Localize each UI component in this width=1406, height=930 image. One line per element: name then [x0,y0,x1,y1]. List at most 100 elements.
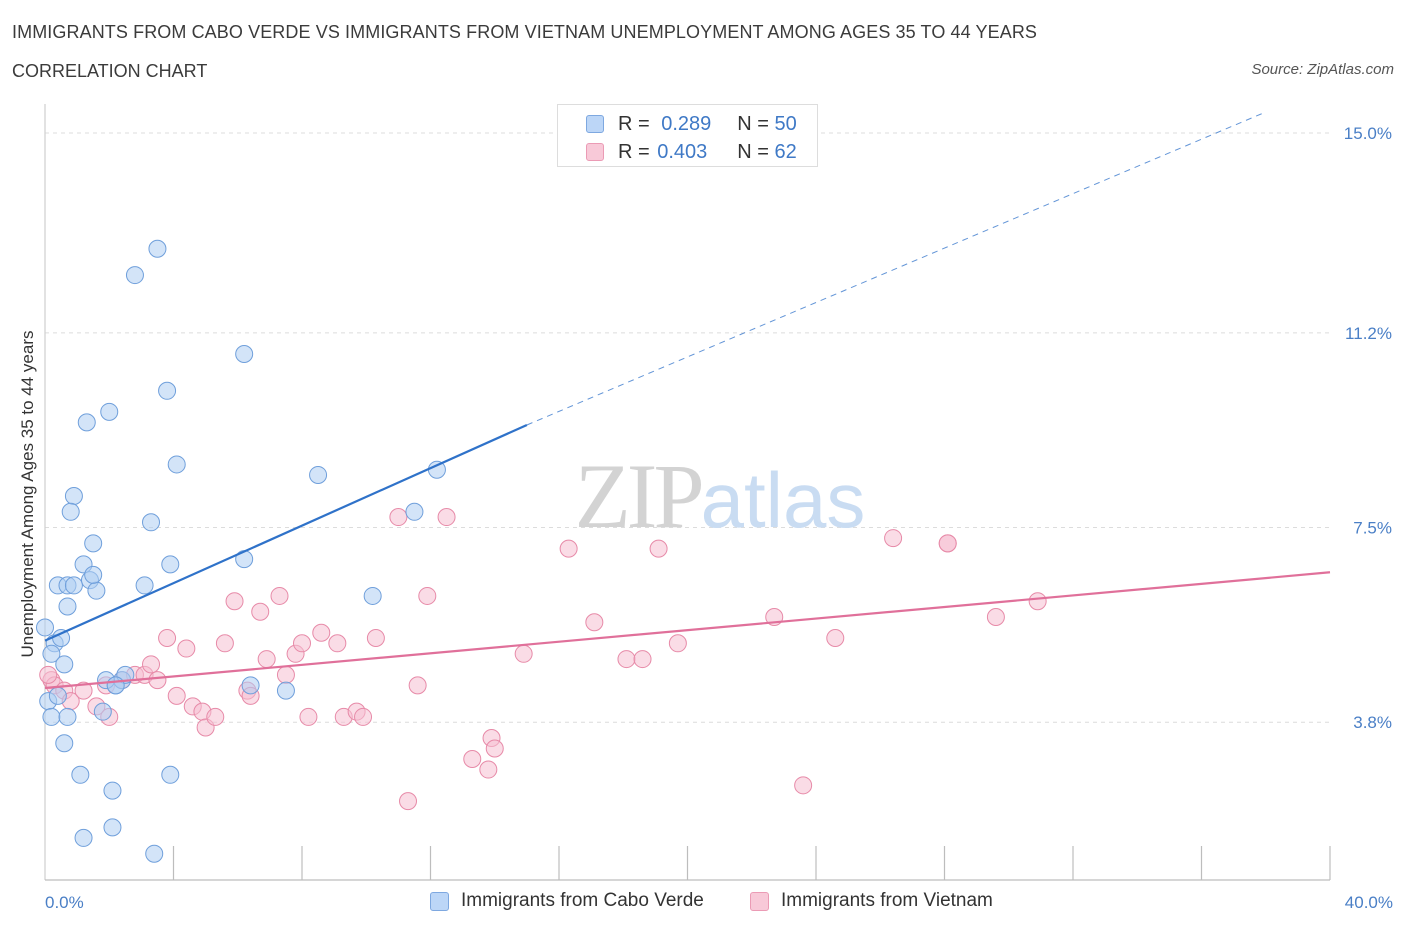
vietnam-point [257,650,276,669]
watermark: ZIPatlas [575,445,866,547]
cabo-verde-point [48,686,67,705]
cabo-verde-point [161,555,180,574]
vietnam-point [559,539,578,558]
vietnam-point [206,707,225,726]
vietnam-point [312,623,331,642]
vietnam-point [270,586,289,605]
cabo-verde-point [167,455,186,474]
correlation-legend: R = 0.289 N = 50 R = 0.403 N = 62 [557,104,818,167]
cabo-verde-point [93,702,112,721]
r-label: R = [618,140,650,163]
source-credit: Source: ZipAtlas.com [1251,61,1394,78]
vietnam-point [215,634,234,653]
cabo-verde-point [276,681,295,700]
cabo-verde-point [103,781,122,800]
vietnam-point [649,539,668,558]
vietnam-point [389,508,408,527]
cabo-verde-point [161,765,180,784]
cabo-verde-point [64,576,83,595]
cabo-verde-point [84,565,103,584]
cabo-verde-point [103,818,122,837]
y-tick-label: 3.8% [1353,713,1392,732]
cabo-verde-point [145,844,164,863]
legend-item-vietnam: Immigrants from Vietnam [750,890,993,912]
vietnam-point [485,739,504,758]
cabo-verde-point [100,402,119,421]
vietnam-point [399,792,418,811]
y-tick-label: 15.0% [1344,124,1392,143]
cabo-verde-point [148,239,167,258]
cabo-verde-point [58,707,77,726]
cabo-verde-point [106,676,125,695]
vietnam-point [177,639,196,658]
cabo-verde-point [52,629,71,648]
vietnam-point [585,613,604,632]
cabo-verde-point [235,344,254,363]
cabo-verde-point [142,513,161,532]
vietnam-point [514,644,533,663]
pink-swatch [750,891,769,911]
cabo-verde-point [84,534,103,553]
cabo-verde-point [71,765,90,784]
vietnam-points [39,508,1047,811]
vietnam-point [225,592,244,611]
pink-swatch [586,143,604,161]
legend-row-cabo-verde: R = 0.289 N = 50 [586,112,797,136]
cabo-verde-point [55,655,74,674]
vietnam-point [142,655,161,674]
vietnam-point [794,776,813,795]
cabo-verde-point [64,487,83,505]
cabo-verde-point [158,381,177,400]
cabo-verde-point [42,707,61,726]
vietnam-point [986,607,1005,626]
legend-row-vietnam: R = 0.403 N = 62 [586,140,797,164]
y-tick-label: 11.2% [1345,324,1392,343]
vietnam-point [826,629,845,648]
cabo-verde-point [74,828,93,847]
n-value-cabo-verde: 50 [774,112,797,135]
cabo-verde-trend-line [44,423,528,642]
cabo-verde-point [61,502,80,521]
vietnam-point [418,586,437,605]
r-value-cabo-verde: 0.289 [661,112,712,135]
vietnam-trend-line [44,571,1331,690]
cabo-verde-trend-extension [526,111,1266,426]
n-label: N = [737,140,769,163]
vietnam-point [668,634,687,653]
vietnam-point [463,750,482,769]
vietnam-point [74,681,93,700]
vietnam-point [366,629,385,648]
cabo-verde-point [241,676,260,695]
vietnam-point [251,602,270,621]
cabo-verde-point [87,581,106,600]
cabo-verde-point [125,266,144,285]
vietnam-point [158,629,177,648]
vietnam-point [276,665,295,684]
n-label: N = [737,112,769,135]
y-axis-title: Unemployment Among Ages 35 to 44 years [18,331,37,658]
legend-label-vietnam: Immigrants from Vietnam [781,890,993,911]
blue-swatch [430,891,449,911]
vietnam-point [354,707,373,726]
cabo-verde-point [363,586,382,605]
y-tick-label: 7.5% [1353,519,1392,538]
vietnam-point [437,508,456,527]
vietnam-point [148,671,167,690]
cabo-verde-point [42,644,61,663]
vietnam-point [884,529,903,548]
vietnam-point [633,650,652,669]
vietnam-point [328,634,347,653]
blue-swatch [586,115,604,133]
series-legend: Immigrants from Cabo Verde Immigrants fr… [0,890,1406,914]
x-tick-label: 0.0% [45,893,84,912]
chart-title: IMMIGRANTS FROM CABO VERDE VS IMMIGRANTS… [12,22,1038,42]
cabo-verde-point [58,597,77,616]
cabo-verde-point [135,576,154,595]
vietnam-point [167,686,186,705]
vietnam-point [938,534,957,553]
vietnam-point [1028,592,1047,611]
cabo-verde-point [405,502,424,521]
vietnam-point [293,634,311,653]
cabo-verde-points [36,239,446,863]
